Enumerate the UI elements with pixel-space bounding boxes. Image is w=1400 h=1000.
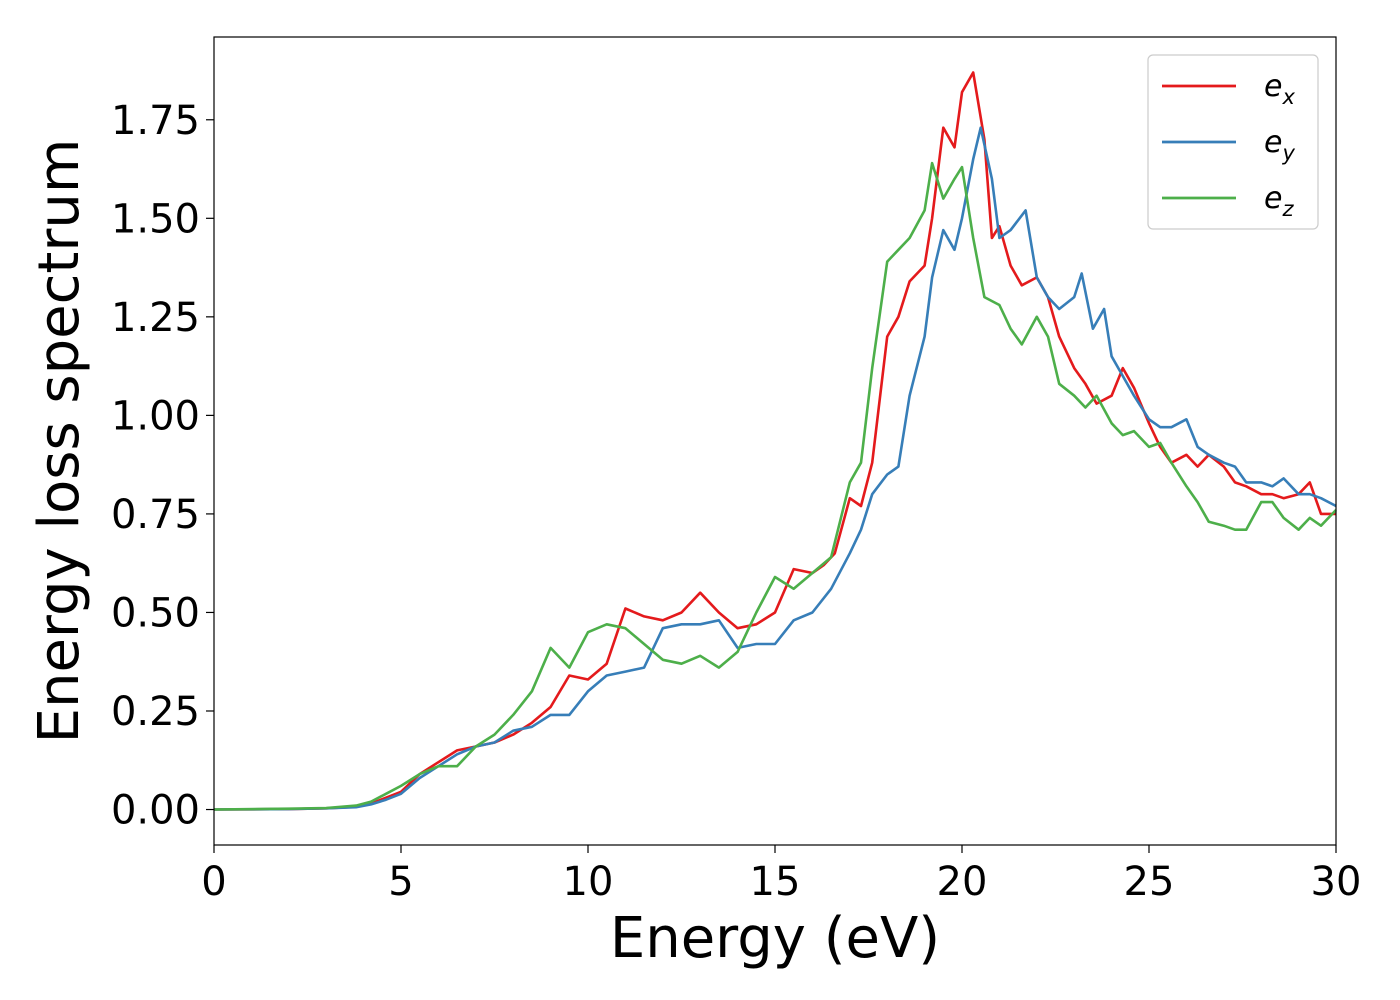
x-tick-label: 30	[1311, 859, 1362, 905]
y-tick-label: 1.75	[111, 98, 200, 144]
x-tick-label: 10	[563, 859, 614, 905]
legend: ex ey ez	[1147, 54, 1319, 230]
x-tick-label: 5	[388, 859, 413, 905]
series-layer	[213, 71, 1337, 811]
y-tick-label: 1.50	[111, 196, 200, 242]
y-axis-ticks: 0.00 0.25 0.50 0.75 1.00 1.25 1.50 1.75	[111, 98, 214, 834]
legend-label: ez	[1264, 181, 1294, 221]
y-axis-label: Energy loss spectrum	[27, 139, 92, 744]
y-tick-label: 1.25	[111, 295, 200, 341]
x-tick-label: 20	[937, 859, 988, 905]
legend-label: ey	[1264, 125, 1295, 165]
series-line-ey	[213, 126, 1337, 811]
x-tick-label: 0	[201, 859, 226, 905]
y-tick-label: 0.75	[111, 492, 200, 538]
legend-label: ex	[1264, 69, 1295, 109]
y-tick-label: 0.25	[111, 689, 200, 735]
series-line-ex	[213, 71, 1336, 811]
x-axis-ticks: 0 5 10 15 20 25 30	[201, 845, 1361, 905]
y-tick-label: 0.00	[111, 788, 200, 834]
x-axis-label: Energy (eV)	[610, 906, 940, 971]
y-tick-label: 1.00	[111, 393, 200, 439]
y-tick-label: 0.50	[111, 590, 200, 636]
x-tick-label: 15	[750, 859, 801, 905]
series-line-ez	[213, 161, 1337, 811]
x-tick-label: 25	[1124, 859, 1175, 905]
